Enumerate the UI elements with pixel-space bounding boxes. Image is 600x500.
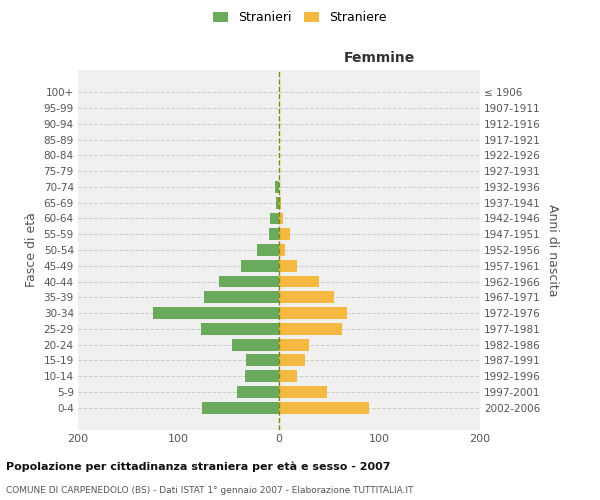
Bar [154,307,279,319]
Bar [237,386,279,398]
Text: Femmine: Femmine [344,50,415,64]
Bar [279,292,334,303]
Bar [257,244,279,256]
Bar [279,228,290,240]
Bar [203,292,279,303]
Bar [279,370,297,382]
Legend: Stranieri, Straniere: Stranieri, Straniere [208,6,392,29]
Bar [269,228,279,240]
Bar [279,307,347,319]
Y-axis label: Fasce di età: Fasce di età [25,212,38,288]
Bar [270,212,279,224]
Bar [246,354,279,366]
Bar [279,244,285,256]
Bar [245,370,279,382]
Bar [279,354,305,366]
Bar [279,323,343,335]
Bar [279,386,327,398]
Bar [279,276,319,287]
Bar [241,260,279,272]
Bar [202,402,279,413]
Text: Popolazione per cittadinanza straniera per età e sesso - 2007: Popolazione per cittadinanza straniera p… [6,462,391,472]
Text: COMUNE DI CARPENEDOLO (BS) - Dati ISTAT 1° gennaio 2007 - Elaborazione TUTTITALI: COMUNE DI CARPENEDOLO (BS) - Dati ISTAT … [6,486,413,495]
Bar [279,338,309,350]
Y-axis label: Anni di nascita: Anni di nascita [547,204,559,296]
Bar [218,276,279,287]
Bar [275,181,279,193]
Bar [279,402,370,413]
Bar [279,197,281,208]
Bar [200,323,279,335]
Bar [232,338,279,350]
Bar [279,212,283,224]
Bar [276,197,279,208]
Bar [279,260,297,272]
